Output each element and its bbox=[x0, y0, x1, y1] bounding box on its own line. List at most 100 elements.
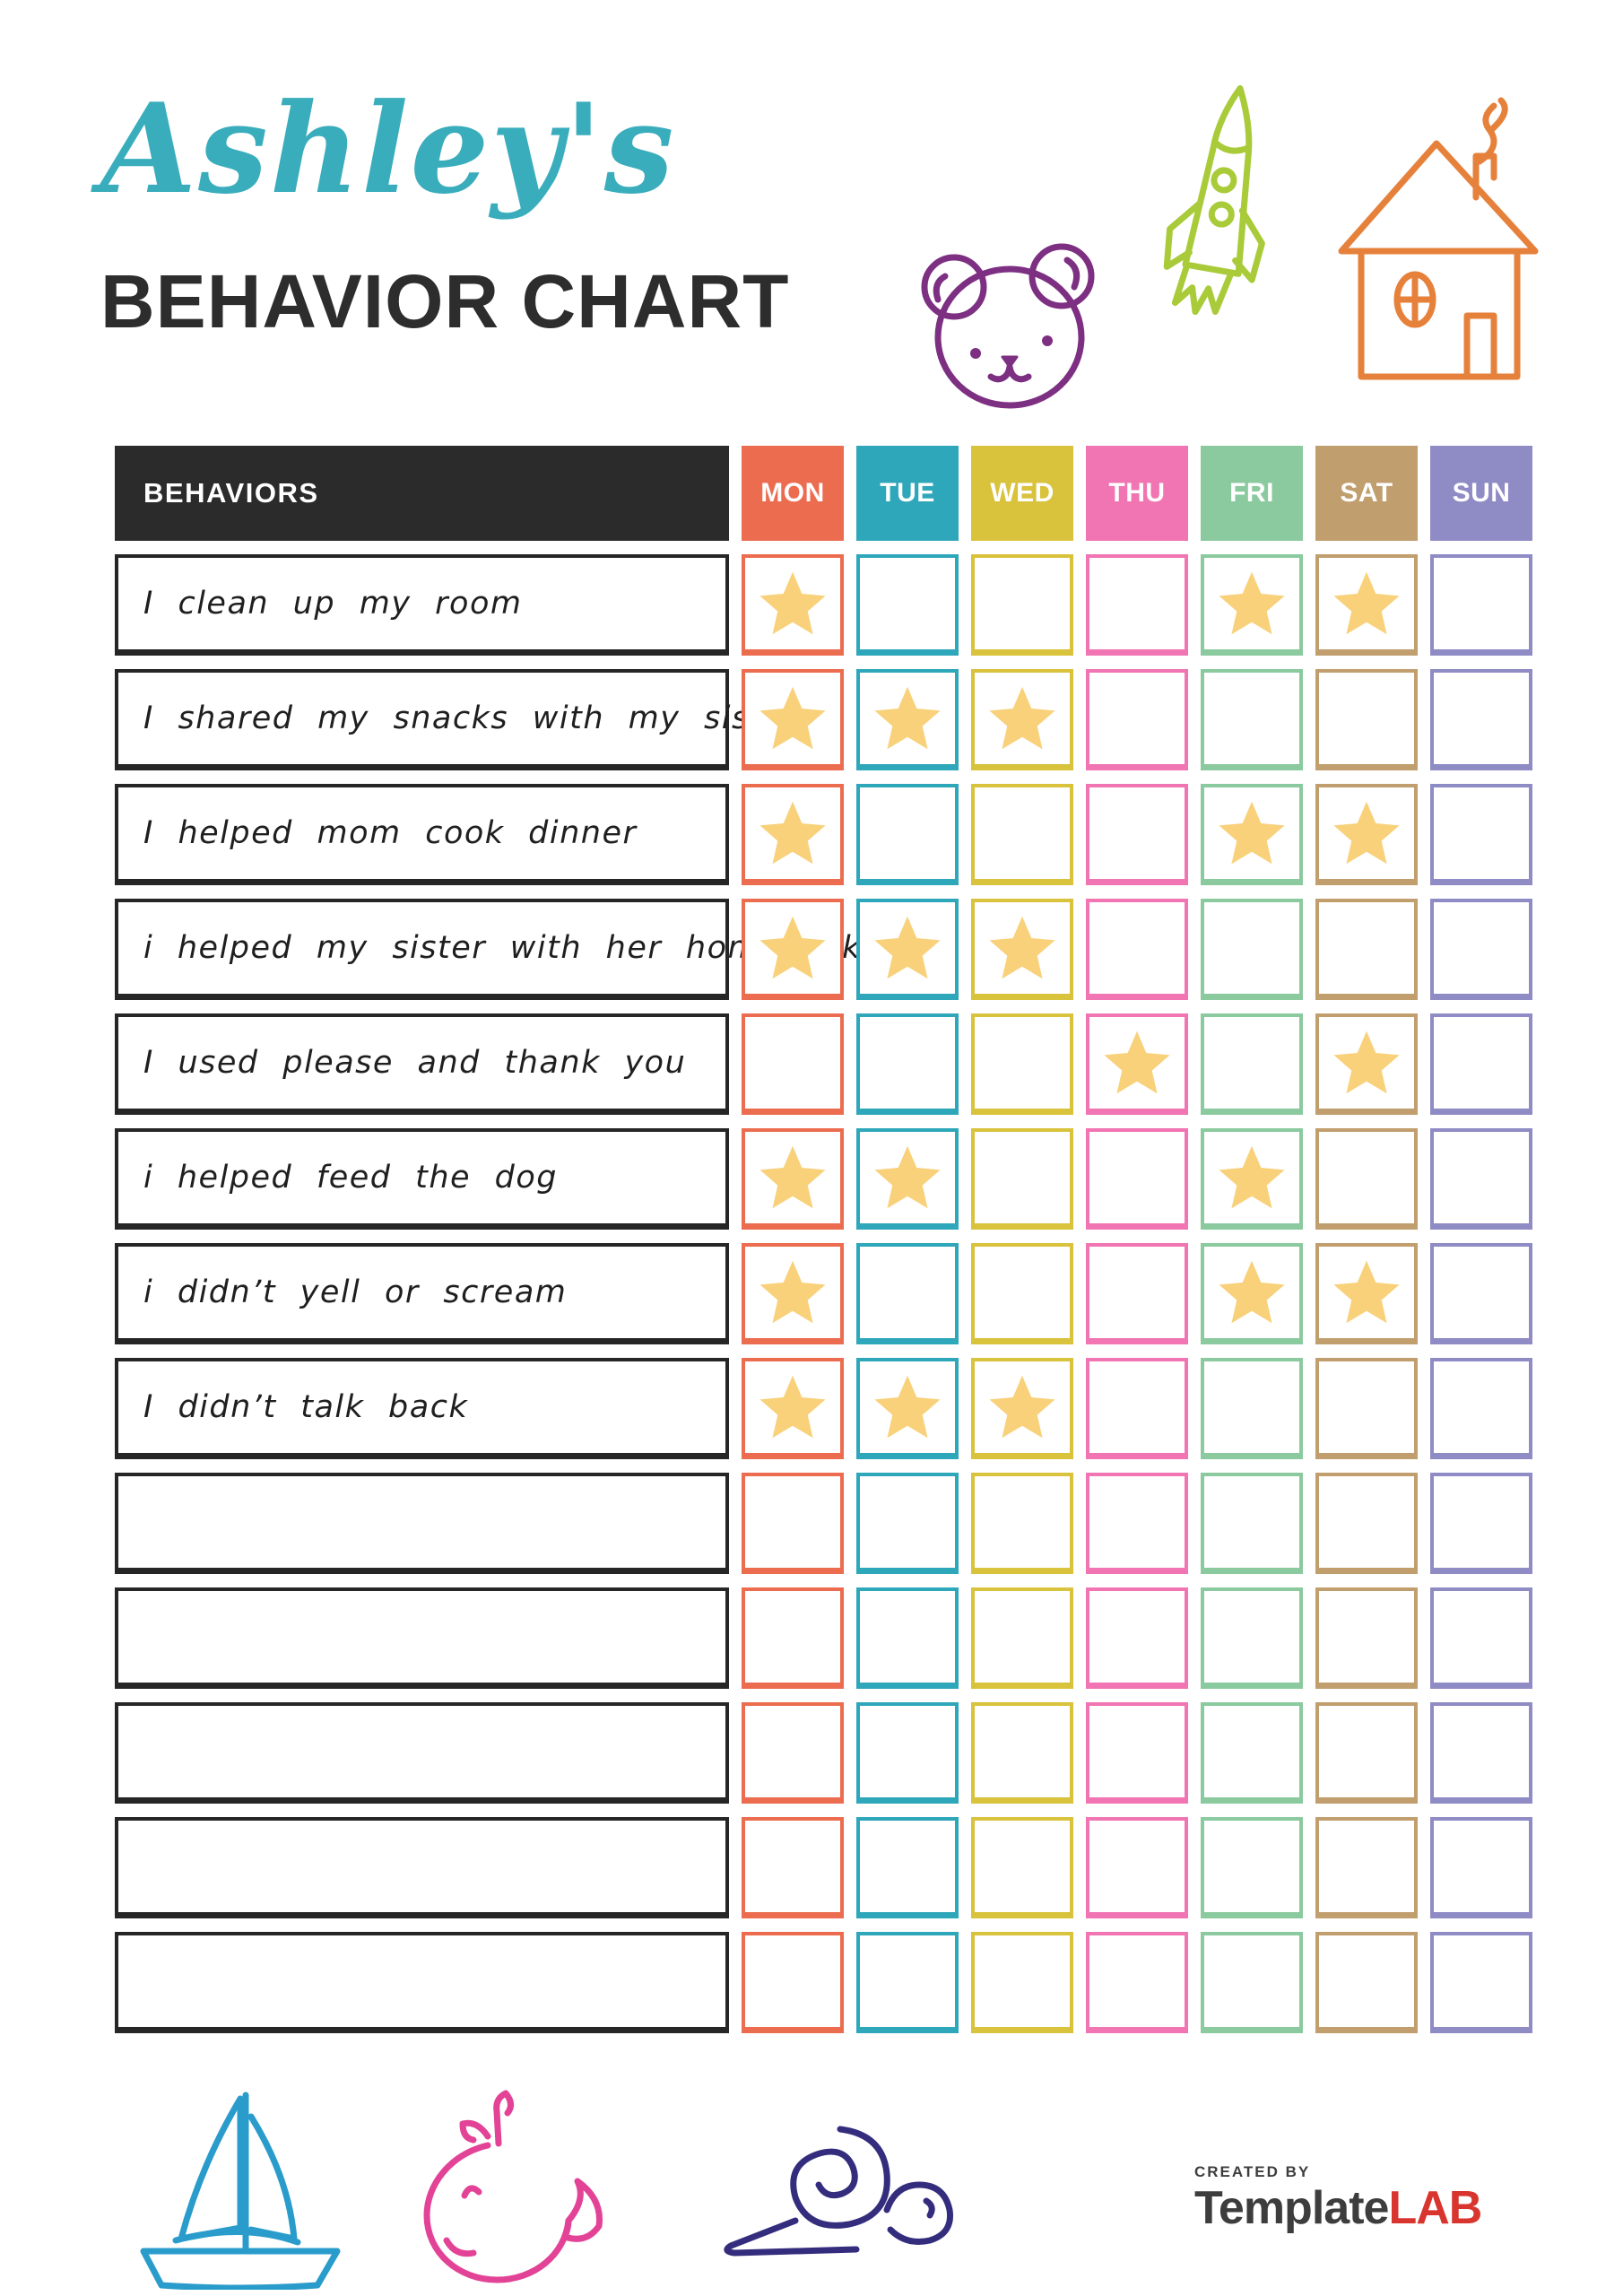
star-cell-wed-row11[interactable] bbox=[971, 1702, 1073, 1804]
star-cell-thu-row5[interactable] bbox=[1086, 1013, 1188, 1115]
star-cell-sun-row6[interactable] bbox=[1430, 1128, 1532, 1230]
star-cell-tue-row12[interactable] bbox=[856, 1817, 959, 1918]
star-cell-fri-row3[interactable] bbox=[1201, 784, 1303, 885]
star-cell-sat-row5[interactable] bbox=[1315, 1013, 1418, 1115]
star-cell-sat-row10[interactable] bbox=[1315, 1587, 1418, 1689]
star-icon bbox=[989, 916, 1055, 979]
star-cell-wed-row12[interactable] bbox=[971, 1817, 1073, 1918]
star-cell-fri-row8[interactable] bbox=[1201, 1358, 1303, 1459]
star-icon bbox=[989, 686, 1055, 750]
star-cell-wed-row7[interactable] bbox=[971, 1243, 1073, 1344]
star-cell-thu-row13[interactable] bbox=[1086, 1932, 1188, 2033]
star-cell-mon-row7[interactable] bbox=[742, 1243, 844, 1344]
star-cell-sat-row9[interactable] bbox=[1315, 1473, 1418, 1574]
star-cell-sun-row11[interactable] bbox=[1430, 1702, 1532, 1804]
star-cell-mon-row6[interactable] bbox=[742, 1128, 844, 1230]
star-cell-mon-row5[interactable] bbox=[742, 1013, 844, 1115]
star-cell-tue-row8[interactable] bbox=[856, 1358, 959, 1459]
star-cell-wed-row8[interactable] bbox=[971, 1358, 1073, 1459]
star-cell-sun-row3[interactable] bbox=[1430, 784, 1532, 885]
star-cell-tue-row2[interactable] bbox=[856, 669, 959, 770]
star-cell-fri-row5[interactable] bbox=[1201, 1013, 1303, 1115]
star-cell-sat-row4[interactable] bbox=[1315, 899, 1418, 1000]
day-header-thu: THU bbox=[1086, 446, 1188, 541]
star-cell-sat-row1[interactable] bbox=[1315, 554, 1418, 656]
star-cell-sat-row2[interactable] bbox=[1315, 669, 1418, 770]
star-cell-wed-row3[interactable] bbox=[971, 784, 1073, 885]
star-cell-sat-row7[interactable] bbox=[1315, 1243, 1418, 1344]
star-cell-mon-row10[interactable] bbox=[742, 1587, 844, 1689]
star-cell-sat-row8[interactable] bbox=[1315, 1358, 1418, 1459]
star-cell-mon-row1[interactable] bbox=[742, 554, 844, 656]
star-cell-thu-row4[interactable] bbox=[1086, 899, 1188, 1000]
star-cell-sat-row6[interactable] bbox=[1315, 1128, 1418, 1230]
star-cell-sat-row12[interactable] bbox=[1315, 1817, 1418, 1918]
star-cell-tue-row3[interactable] bbox=[856, 784, 959, 885]
star-cell-thu-row9[interactable] bbox=[1086, 1473, 1188, 1574]
star-cell-sun-row7[interactable] bbox=[1430, 1243, 1532, 1344]
star-cell-wed-row2[interactable] bbox=[971, 669, 1073, 770]
star-cell-wed-row6[interactable] bbox=[971, 1128, 1073, 1230]
behavior-row-label-3: I helped mom cook dinner bbox=[115, 784, 729, 885]
star-cell-wed-row4[interactable] bbox=[971, 899, 1073, 1000]
star-icon bbox=[1333, 571, 1400, 635]
star-cell-tue-row6[interactable] bbox=[856, 1128, 959, 1230]
star-cell-thu-row7[interactable] bbox=[1086, 1243, 1188, 1344]
star-cell-fri-row1[interactable] bbox=[1201, 554, 1303, 656]
templatelab-wordmark: CREATED BY TemplateLAB bbox=[1194, 2163, 1482, 2235]
star-cell-sun-row4[interactable] bbox=[1430, 899, 1532, 1000]
star-cell-thu-row1[interactable] bbox=[1086, 554, 1188, 656]
star-cell-fri-row11[interactable] bbox=[1201, 1702, 1303, 1804]
star-cell-thu-row10[interactable] bbox=[1086, 1587, 1188, 1689]
star-cell-sat-row3[interactable] bbox=[1315, 784, 1418, 885]
star-cell-fri-row6[interactable] bbox=[1201, 1128, 1303, 1230]
star-cell-sun-row13[interactable] bbox=[1430, 1932, 1532, 2033]
star-cell-tue-row10[interactable] bbox=[856, 1587, 959, 1689]
star-cell-mon-row9[interactable] bbox=[742, 1473, 844, 1574]
star-cell-tue-row7[interactable] bbox=[856, 1243, 959, 1344]
star-cell-thu-row12[interactable] bbox=[1086, 1817, 1188, 1918]
star-cell-fri-row4[interactable] bbox=[1201, 899, 1303, 1000]
star-cell-sun-row10[interactable] bbox=[1430, 1587, 1532, 1689]
star-cell-sun-row1[interactable] bbox=[1430, 554, 1532, 656]
star-cell-thu-row3[interactable] bbox=[1086, 784, 1188, 885]
star-cell-wed-row9[interactable] bbox=[971, 1473, 1073, 1574]
star-cell-tue-row4[interactable] bbox=[856, 899, 959, 1000]
star-cell-thu-row11[interactable] bbox=[1086, 1702, 1188, 1804]
star-cell-sun-row8[interactable] bbox=[1430, 1358, 1532, 1459]
star-cell-thu-row6[interactable] bbox=[1086, 1128, 1188, 1230]
star-cell-thu-row2[interactable] bbox=[1086, 669, 1188, 770]
star-cell-fri-row10[interactable] bbox=[1201, 1587, 1303, 1689]
star-cell-wed-row13[interactable] bbox=[971, 1932, 1073, 2033]
star-cell-mon-row11[interactable] bbox=[742, 1702, 844, 1804]
star-cell-sun-row12[interactable] bbox=[1430, 1817, 1532, 1918]
star-cell-mon-row3[interactable] bbox=[742, 784, 844, 885]
star-icon bbox=[1333, 1031, 1400, 1094]
star-cell-mon-row2[interactable] bbox=[742, 669, 844, 770]
star-cell-fri-row12[interactable] bbox=[1201, 1817, 1303, 1918]
star-cell-mon-row8[interactable] bbox=[742, 1358, 844, 1459]
star-icon bbox=[874, 916, 941, 979]
star-cell-tue-row5[interactable] bbox=[856, 1013, 959, 1115]
star-cell-wed-row5[interactable] bbox=[971, 1013, 1073, 1115]
star-cell-tue-row13[interactable] bbox=[856, 1932, 959, 2033]
star-cell-sun-row2[interactable] bbox=[1430, 669, 1532, 770]
star-cell-sat-row13[interactable] bbox=[1315, 1932, 1418, 2033]
star-cell-sun-row9[interactable] bbox=[1430, 1473, 1532, 1574]
star-cell-mon-row4[interactable] bbox=[742, 899, 844, 1000]
star-cell-wed-row1[interactable] bbox=[971, 554, 1073, 656]
star-cell-fri-row13[interactable] bbox=[1201, 1932, 1303, 2033]
star-cell-wed-row10[interactable] bbox=[971, 1587, 1073, 1689]
star-cell-tue-row9[interactable] bbox=[856, 1473, 959, 1574]
star-cell-mon-row13[interactable] bbox=[742, 1932, 844, 2033]
star-cell-tue-row1[interactable] bbox=[856, 554, 959, 656]
star-cell-sun-row5[interactable] bbox=[1430, 1013, 1532, 1115]
star-cell-fri-row7[interactable] bbox=[1201, 1243, 1303, 1344]
star-cell-mon-row12[interactable] bbox=[742, 1817, 844, 1918]
star-cell-tue-row11[interactable] bbox=[856, 1702, 959, 1804]
star-icon bbox=[759, 1145, 826, 1209]
star-cell-fri-row2[interactable] bbox=[1201, 669, 1303, 770]
star-cell-thu-row8[interactable] bbox=[1086, 1358, 1188, 1459]
star-cell-fri-row9[interactable] bbox=[1201, 1473, 1303, 1574]
star-cell-sat-row11[interactable] bbox=[1315, 1702, 1418, 1804]
